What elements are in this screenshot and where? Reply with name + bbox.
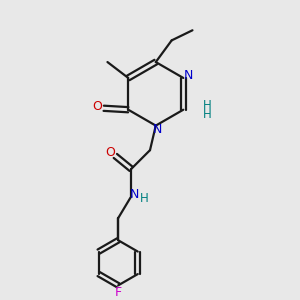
Text: N: N [184,69,193,82]
Text: H: H [140,192,148,205]
Text: N: N [152,123,162,136]
Text: H: H [203,100,212,112]
Text: H: H [203,108,212,121]
Text: N: N [130,188,140,201]
Text: O: O [105,146,115,159]
Text: O: O [92,100,102,113]
Text: F: F [115,286,122,299]
